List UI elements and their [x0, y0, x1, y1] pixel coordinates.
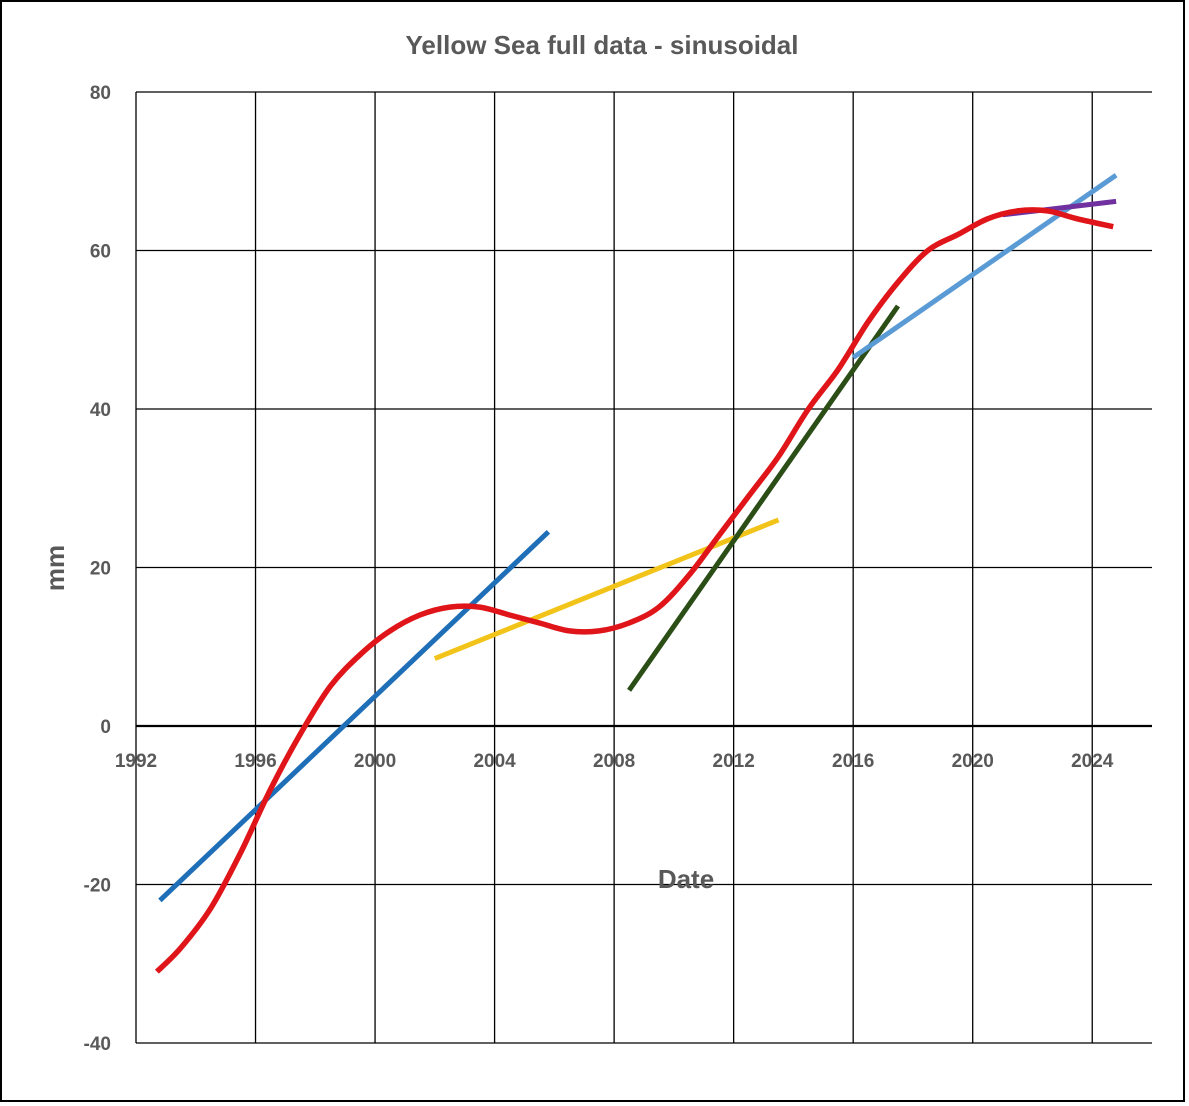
x-tick-label: 2004 [473, 751, 516, 772]
y-tick-label: 0 [100, 717, 111, 738]
y-tick-label: -20 [84, 876, 111, 897]
y-tick-label: 40 [90, 400, 111, 421]
trend-line [627, 304, 901, 692]
x-tick-label: 2020 [952, 751, 994, 772]
x-tick-label: 2016 [832, 751, 874, 772]
trend-line [433, 517, 780, 661]
sinusoidal-fit-line [154, 207, 1114, 974]
x-tick-label: 2012 [713, 751, 755, 772]
y-tick-label: -40 [84, 1034, 111, 1055]
trend-line [851, 173, 1118, 360]
horizontal-gridlines [136, 91, 1152, 1044]
x-tick-label: 2000 [354, 751, 396, 772]
y-tick-labels: -40 -20 0 20 40 60 80 [84, 83, 111, 1055]
x-tick-label: 1992 [115, 751, 157, 772]
x-tick-label: 2024 [1071, 751, 1114, 772]
x-axis-label: Date [658, 864, 714, 894]
series-layer [154, 173, 1118, 974]
y-tick-label: 60 [90, 242, 111, 263]
x-tick-label: 1996 [234, 751, 276, 772]
y-tick-label: 20 [90, 559, 111, 580]
x-tick-labels: 1992 1996 2000 2004 2008 2012 2016 2020 2024 [115, 751, 1114, 772]
y-tick-label: 80 [90, 83, 111, 104]
trend-line [158, 529, 551, 903]
chart-title: Yellow Sea full data - sinusoidal [406, 30, 799, 60]
y-axis-label: mm [40, 545, 70, 591]
x-tick-label: 2008 [593, 751, 635, 772]
